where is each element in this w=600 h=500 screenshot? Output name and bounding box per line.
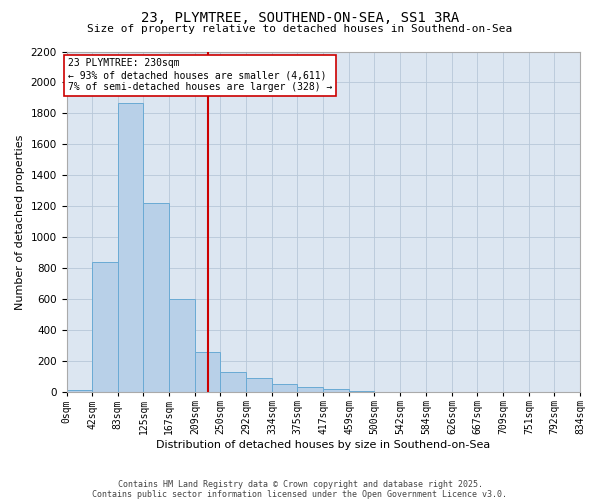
Text: 23 PLYMTREE: 230sqm
← 93% of detached houses are smaller (4,611)
7% of semi-deta: 23 PLYMTREE: 230sqm ← 93% of detached ho…	[68, 58, 332, 92]
Text: Contains HM Land Registry data © Crown copyright and database right 2025.
Contai: Contains HM Land Registry data © Crown c…	[92, 480, 508, 499]
Bar	[67, 390, 92, 392]
Bar	[349, 391, 374, 392]
Bar	[298, 387, 323, 392]
Bar	[143, 204, 169, 392]
Bar	[195, 352, 220, 392]
Bar	[118, 102, 143, 392]
Bar	[169, 300, 195, 392]
X-axis label: Distribution of detached houses by size in Southend-on-Sea: Distribution of detached houses by size …	[156, 440, 490, 450]
Bar	[92, 262, 118, 392]
Y-axis label: Number of detached properties: Number of detached properties	[15, 134, 25, 310]
Bar	[247, 378, 272, 392]
Text: 23, PLYMTREE, SOUTHEND-ON-SEA, SS1 3RA: 23, PLYMTREE, SOUTHEND-ON-SEA, SS1 3RA	[141, 11, 459, 25]
Bar	[272, 384, 298, 392]
Bar	[220, 372, 247, 392]
Bar	[323, 389, 349, 392]
Text: Size of property relative to detached houses in Southend-on-Sea: Size of property relative to detached ho…	[88, 24, 512, 34]
